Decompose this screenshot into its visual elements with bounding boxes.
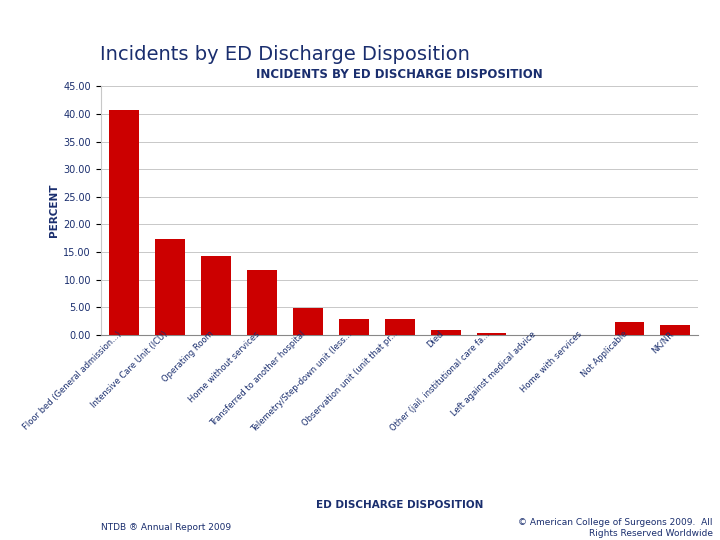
Text: Figure: Figure	[45, 54, 73, 63]
Bar	[338, 319, 369, 335]
Bar	[247, 269, 276, 335]
Title: INCIDENTS BY ED DISCHARGE DISPOSITION: INCIDENTS BY ED DISCHARGE DISPOSITION	[256, 68, 543, 81]
Text: Home without services: Home without services	[187, 329, 261, 404]
Bar	[293, 308, 323, 335]
Text: Incidents by ED Discharge Disposition: Incidents by ED Discharge Disposition	[100, 44, 469, 64]
Text: Operating Room: Operating Room	[161, 329, 216, 384]
Text: © American College of Surgeons 2009.  All
Rights Reserved Worldwide: © American College of Surgeons 2009. All…	[518, 518, 713, 537]
Bar	[155, 239, 185, 335]
Bar	[660, 325, 690, 335]
Text: Observation unit (unit that pr...: Observation unit (unit that pr...	[301, 329, 400, 428]
Text: Left against medical advice: Left against medical advice	[449, 329, 538, 417]
Bar	[201, 256, 230, 335]
Text: Home with services: Home with services	[518, 329, 583, 394]
Bar	[384, 319, 415, 335]
Text: NTDB ® Annual Report 2009: NTDB ® Annual Report 2009	[101, 523, 231, 532]
Text: Other (jail, institutional care fa...: Other (jail, institutional care fa...	[388, 329, 492, 433]
Text: Not Applicable: Not Applicable	[580, 329, 629, 379]
Text: 34: 34	[54, 68, 65, 77]
Bar	[614, 322, 644, 335]
Y-axis label: PERCENT: PERCENT	[49, 184, 59, 238]
Text: ED DISCHARGE DISPOSITION: ED DISCHARGE DISPOSITION	[316, 500, 483, 510]
Text: NK/NR: NK/NR	[650, 329, 675, 355]
Text: Telemetry/Step-down unit (less...: Telemetry/Step-down unit (less...	[249, 329, 354, 434]
Text: Floor bed (General admission...): Floor bed (General admission...)	[22, 329, 124, 431]
Bar	[431, 330, 461, 335]
Text: Intensive Care Unit (ICU): Intensive Care Unit (ICU)	[89, 329, 170, 409]
Bar	[109, 110, 139, 335]
Bar	[477, 333, 506, 335]
Text: Died: Died	[426, 329, 446, 349]
Text: Transferred to another hospital: Transferred to another hospital	[209, 329, 307, 428]
